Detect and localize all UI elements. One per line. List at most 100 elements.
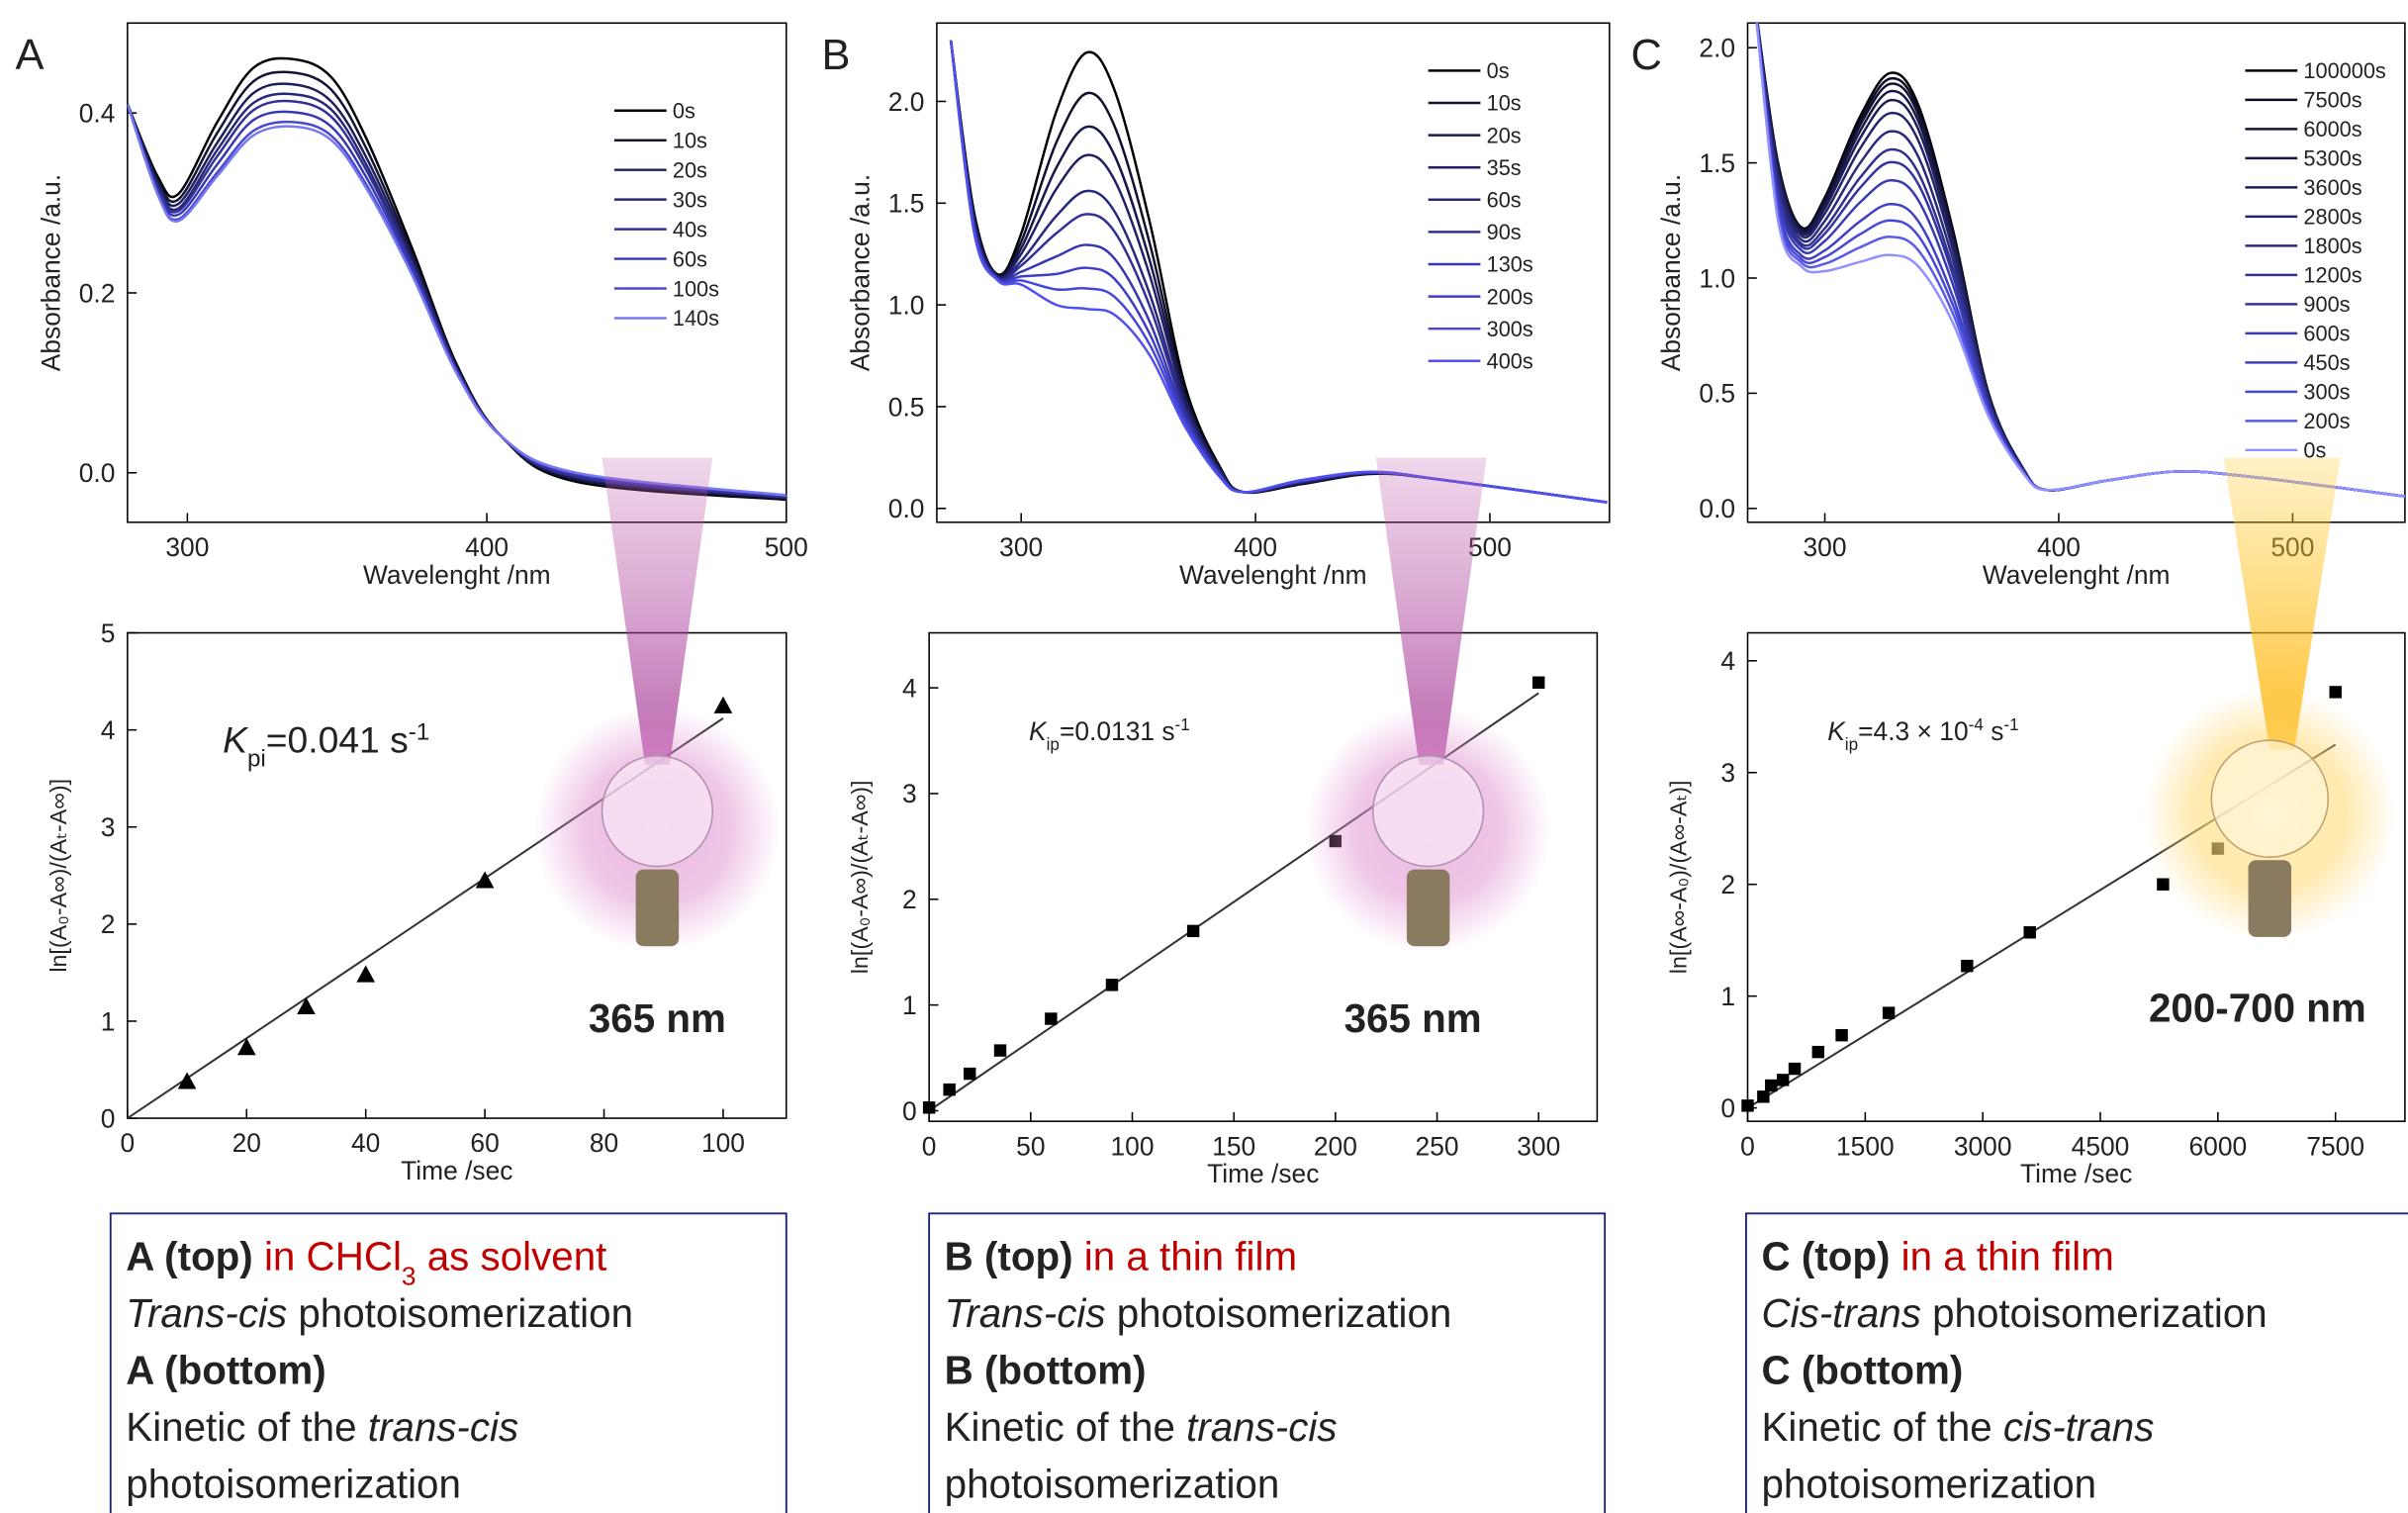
data-point bbox=[1882, 1006, 1896, 1019]
text-run: -1 bbox=[2003, 714, 2018, 734]
caption-line: photoisomerization bbox=[945, 1461, 1280, 1506]
y-tick-label: 2 bbox=[902, 885, 917, 914]
text-run: =0.041 s bbox=[266, 719, 409, 761]
y-tick-label: 0.2 bbox=[79, 278, 116, 308]
y-axis-label: Absorbance /a.u. bbox=[1656, 174, 1686, 371]
data-point bbox=[1776, 1074, 1790, 1087]
text-run: Trans-cis bbox=[945, 1290, 1106, 1336]
x-tick-label: 250 bbox=[1416, 1131, 1459, 1161]
x-axis-label: Time /sec bbox=[401, 1156, 512, 1185]
legend-label: 1200s bbox=[2303, 263, 2362, 288]
y-axis-label: ln[(A₀-A∞)/(Aₜ-A∞)] bbox=[46, 779, 71, 973]
text-run: Kinetic of the bbox=[126, 1404, 367, 1450]
plot-frame bbox=[127, 22, 787, 523]
x-axis-label: Wavelenght /nm bbox=[1983, 560, 2171, 590]
legend-label: 90s bbox=[1487, 220, 1522, 244]
text-run: photoisomerization bbox=[287, 1290, 633, 1336]
x-tick-label: 20 bbox=[232, 1128, 261, 1158]
legend-label: 900s bbox=[2303, 292, 2350, 317]
text-run: trans-cis bbox=[368, 1404, 518, 1450]
text-run: K bbox=[223, 719, 249, 761]
panel-letter: C bbox=[1631, 32, 1662, 79]
legend-label: 200s bbox=[2303, 409, 2350, 433]
x-tick-label: 60 bbox=[470, 1128, 499, 1158]
y-axis-label: Absorbance /a.u. bbox=[846, 174, 876, 371]
legend-label: 130s bbox=[1487, 252, 1533, 277]
text-run: s bbox=[1984, 716, 2004, 746]
light-beam bbox=[2223, 457, 2341, 750]
light-beam bbox=[602, 457, 713, 766]
text-run: -1 bbox=[409, 718, 430, 745]
bulb-base bbox=[1406, 869, 1450, 947]
data-point bbox=[1757, 1090, 1770, 1103]
text-run: -1 bbox=[1175, 714, 1190, 734]
y-tick-label: 0.5 bbox=[1699, 379, 1735, 409]
legend-label: 2800s bbox=[2303, 205, 2362, 230]
text-run: in a thin film bbox=[1890, 1234, 2113, 1279]
data-point bbox=[1788, 1062, 1802, 1076]
y-tick-label: 0 bbox=[902, 1096, 917, 1126]
y-tick-label: 0 bbox=[1720, 1093, 1735, 1123]
y-tick-label: 1 bbox=[1720, 982, 1735, 1011]
x-tick-label: 3000 bbox=[1954, 1131, 2012, 1161]
data-point bbox=[177, 1072, 197, 1089]
y-tick-label: 3 bbox=[902, 779, 917, 808]
text-run: Trans-cis bbox=[126, 1290, 287, 1336]
y-tick-label: 1 bbox=[101, 1006, 116, 1036]
text-run: =0.0131 s bbox=[1060, 716, 1175, 746]
y-tick-label: 3 bbox=[101, 812, 116, 842]
legend-label: 1800s bbox=[2303, 234, 2362, 258]
text-run: B (top) bbox=[945, 1234, 1073, 1279]
panel-letter: B bbox=[821, 32, 850, 79]
text-run: photoisomerization bbox=[1106, 1290, 1452, 1336]
x-tick-label: 500 bbox=[765, 532, 808, 562]
data-point bbox=[1961, 959, 1974, 973]
x-tick-label: 0 bbox=[1740, 1131, 1755, 1161]
legend-label: 0s bbox=[673, 99, 695, 124]
plot: 300 400 500 0.0 0.2 0.4 Wavelenght /nm Absorban… bbox=[37, 22, 808, 590]
y-tick-label: 1.5 bbox=[888, 189, 925, 219]
caption-line: B (bottom) bbox=[945, 1348, 1147, 1393]
y-tick-label: 4 bbox=[902, 673, 917, 703]
bulb-base bbox=[635, 869, 680, 947]
legend-label: 5300s bbox=[2303, 146, 2362, 171]
caption-line: Trans-cis photoisomerization bbox=[126, 1290, 633, 1336]
wavelength-label: 365 nm bbox=[589, 995, 726, 1041]
labels: A B C 365 nm 365 nm 200-700 nm A (top) in CHCl… bbox=[16, 32, 2408, 1513]
x-tick-label: 0 bbox=[121, 1128, 136, 1158]
rate-constant: Kip=0.0131 s-1 bbox=[1029, 714, 1190, 754]
caption-box bbox=[928, 1212, 1607, 1513]
y-tick-label: 0.4 bbox=[79, 98, 116, 128]
data-point bbox=[475, 871, 495, 889]
text-run: B (bottom) bbox=[945, 1348, 1147, 1393]
text-run: photoisomerization bbox=[1761, 1461, 2096, 1506]
y-tick-label: 0.0 bbox=[888, 494, 925, 523]
caption-line: photoisomerization bbox=[1761, 1461, 2096, 1506]
caption-line: Kinetic of the cis-trans bbox=[1761, 1404, 2154, 1450]
data-point bbox=[1835, 1028, 1848, 1042]
data-point bbox=[993, 1044, 1007, 1057]
text-run: ip bbox=[1047, 734, 1060, 754]
x-tick-label: 200 bbox=[1314, 1131, 1357, 1161]
text-run: photoisomerization bbox=[945, 1461, 1280, 1506]
y-tick-label: 5 bbox=[101, 618, 116, 648]
rate-constant: Kpi=0.041 s-1 bbox=[223, 718, 429, 772]
text-run: as solvent bbox=[417, 1234, 607, 1279]
legend-label: 30s bbox=[673, 187, 707, 212]
x-tick-label: 7500 bbox=[2306, 1131, 2364, 1161]
y-tick-label: 0.5 bbox=[888, 392, 925, 422]
spectrum-line bbox=[127, 103, 787, 497]
x-tick-label: 400 bbox=[1234, 532, 1277, 562]
y-tick-label: 1.0 bbox=[888, 290, 925, 320]
y-tick-label: 2.0 bbox=[1699, 34, 1735, 63]
legend-label: 10s bbox=[1487, 91, 1522, 116]
x-tick-label: 1500 bbox=[1836, 1131, 1895, 1161]
x-tick-label: 400 bbox=[2037, 532, 2081, 562]
legend-label: 100000s bbox=[2303, 58, 2385, 83]
light-sources bbox=[534, 457, 2396, 953]
y-axis-label: ln[(A∞-A₀)/(A∞-Aₜ)] bbox=[1665, 780, 1691, 974]
panel-letter: A bbox=[16, 32, 45, 79]
text-run: cis-trans bbox=[2003, 1404, 2154, 1450]
data-point bbox=[1045, 1012, 1058, 1025]
